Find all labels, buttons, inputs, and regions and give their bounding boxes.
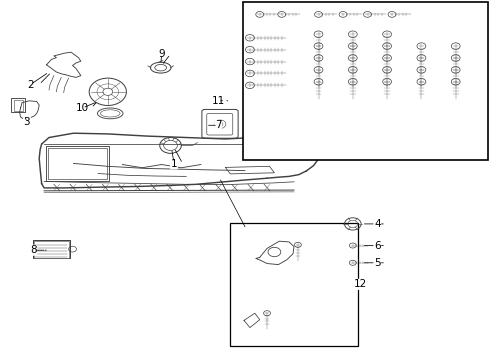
Text: 3: 3 [24, 117, 30, 127]
Text: 9: 9 [158, 49, 165, 59]
Text: 5: 5 [374, 258, 381, 268]
Text: 4: 4 [374, 219, 381, 229]
Text: 7: 7 [215, 120, 221, 130]
Text: 10: 10 [76, 103, 89, 113]
Text: 8: 8 [30, 245, 37, 255]
Bar [46, 146, 109, 181]
Text: 12: 12 [353, 279, 367, 289]
Bar [11, 98, 25, 112]
Bar [243, 2, 488, 160]
Text: 1: 1 [171, 159, 177, 169]
FancyBboxPatch shape [207, 113, 233, 135]
Bar [48, 148, 107, 179]
FancyBboxPatch shape [202, 109, 238, 138]
Bar [14, 100, 23, 111]
Text: 2: 2 [27, 80, 34, 90]
Text: 11: 11 [211, 96, 225, 106]
Bar [33, 240, 70, 258]
Text: 6: 6 [374, 240, 381, 251]
Bar [230, 223, 358, 346]
Bar [34, 241, 69, 258]
